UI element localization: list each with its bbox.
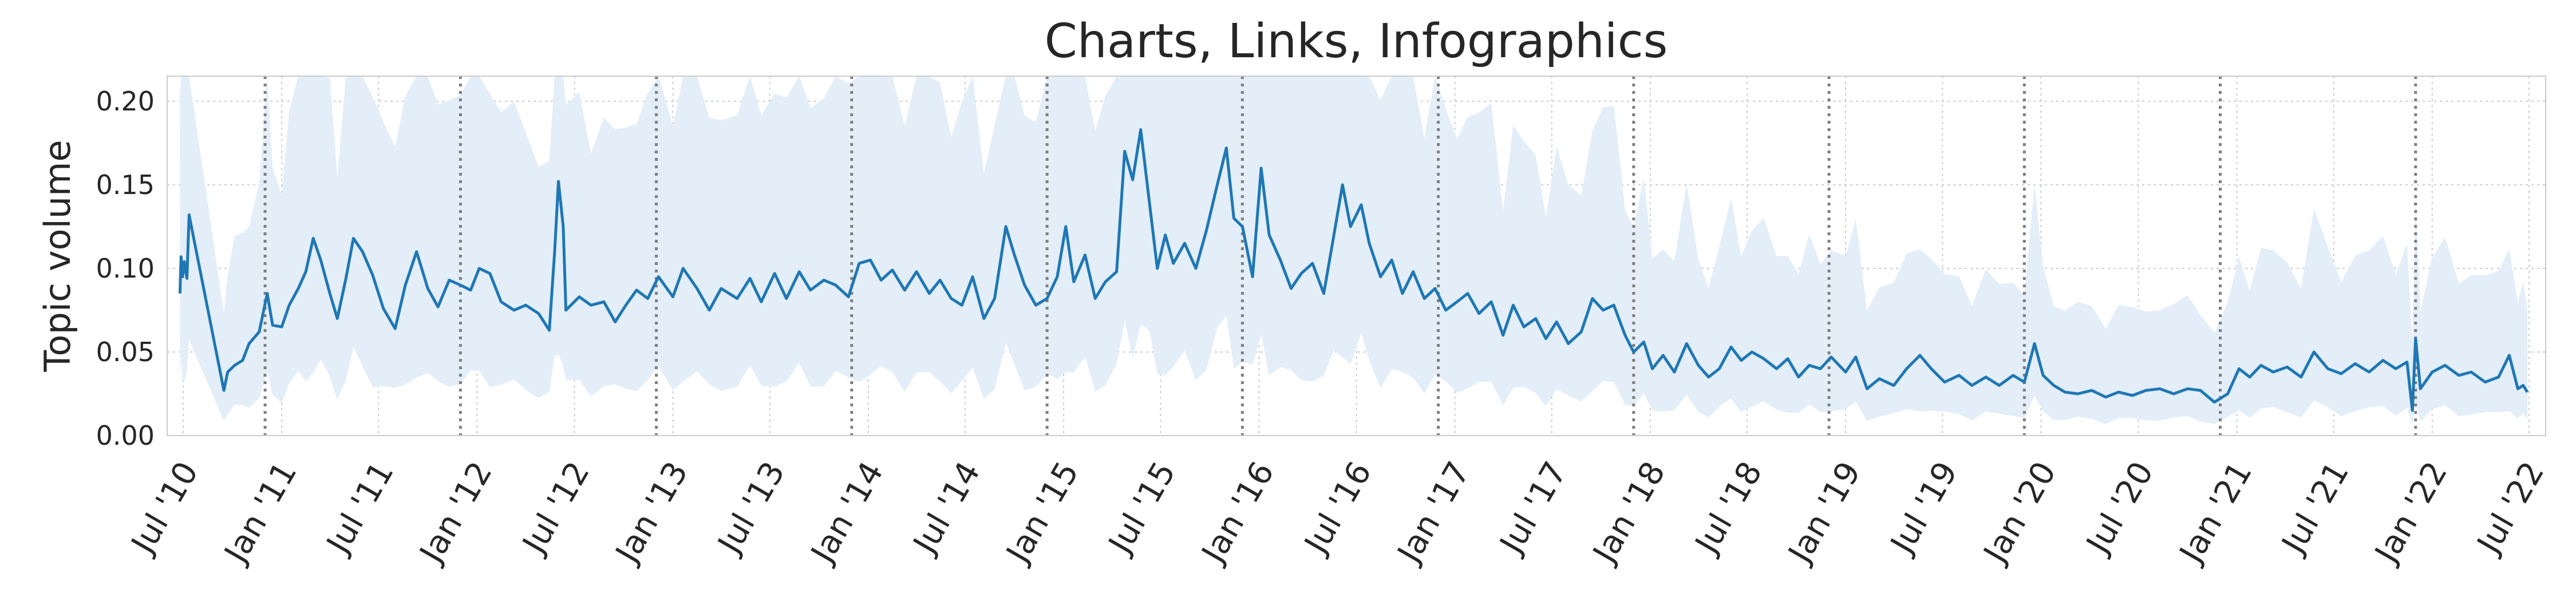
variability-band (180, 76, 2528, 425)
confidence-band (180, 76, 2528, 425)
chart-title: Charts, Links, Infographics (1045, 14, 1668, 69)
year-markers (263, 76, 2417, 436)
y-tick-label: 0.00 (96, 420, 155, 451)
y-tick-label: 0.15 (96, 169, 155, 200)
y-tick-label: 0.20 (96, 86, 155, 117)
plot-frame (167, 76, 2546, 436)
topic-volume-series (178, 128, 2529, 412)
y-tick-label: 0.05 (96, 337, 155, 367)
y-axis-ticks: 0.00 0.05 0.10 0.15 0.20 (96, 86, 155, 451)
y-tick-label: 0.10 (96, 253, 155, 284)
y-axis-label: Topic volume (37, 140, 78, 372)
series-line (178, 128, 2529, 412)
